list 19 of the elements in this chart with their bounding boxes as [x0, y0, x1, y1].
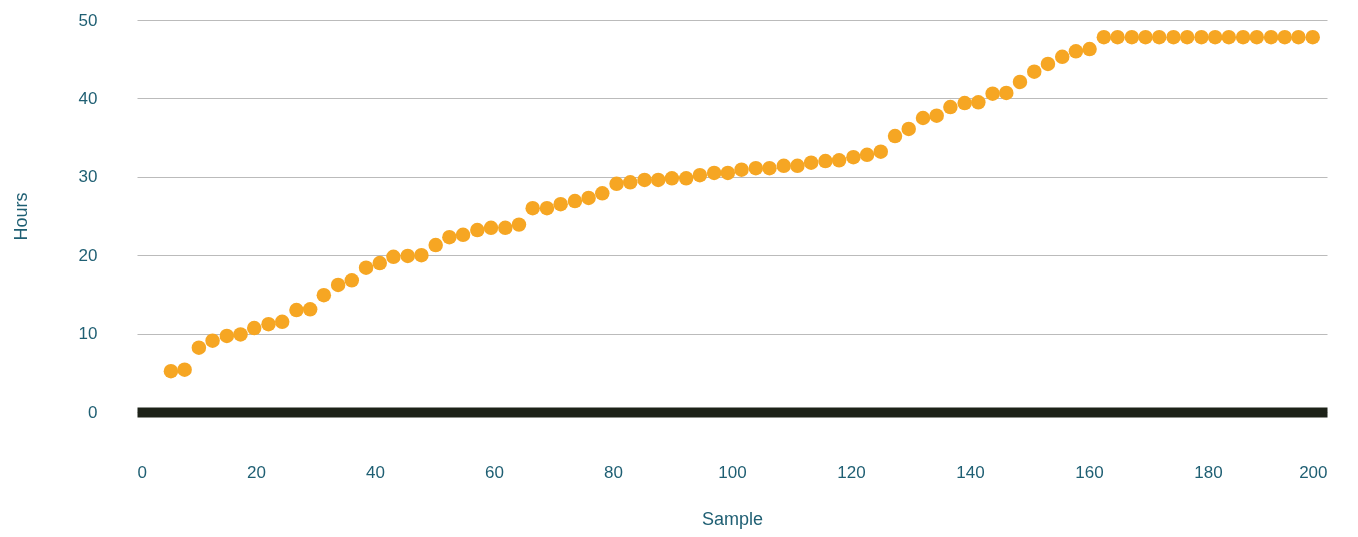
x-tick-label: 140: [956, 462, 985, 482]
x-tick-label: 40: [366, 462, 385, 482]
x-tick-label: 60: [485, 462, 504, 482]
y-tick-label: 50: [78, 10, 98, 30]
x-axis-title: Sample: [701, 508, 764, 529]
x-tick-label: 180: [1194, 462, 1223, 482]
x-tick-label: 100: [718, 462, 747, 482]
x-tick-label: 160: [1075, 462, 1104, 482]
y-tick-label: 30: [78, 167, 98, 187]
x-tick-label: 20: [247, 462, 266, 482]
x-tick-label: 80: [604, 462, 623, 482]
y-tick-label: 10: [78, 324, 98, 344]
y-tick-label: 40: [78, 88, 98, 108]
y-tick-label: 20: [78, 245, 98, 265]
y-tick-label: 0: [88, 402, 98, 422]
y-axis-title: Hours: [10, 192, 31, 241]
x-tick-label: 200: [1299, 462, 1328, 482]
x-tick-label: 0: [137, 462, 147, 482]
x-tick-label: 120: [837, 462, 866, 482]
